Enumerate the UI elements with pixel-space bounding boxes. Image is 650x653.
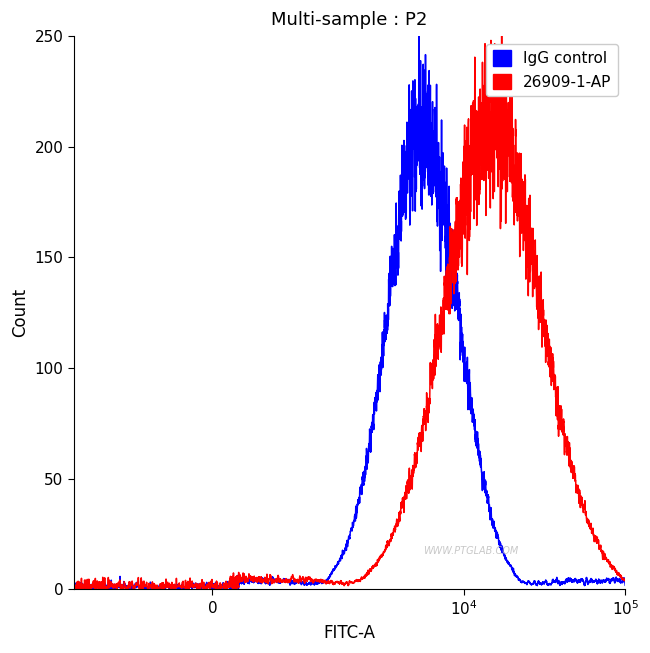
IgG control (70, 584, 78, 592)
IgG control (415, 25, 422, 33)
X-axis label: FITC-A: FITC-A (324, 624, 376, 642)
26909-1-AP (229, 585, 237, 593)
Text: WWW.PTGLAB.COM: WWW.PTGLAB.COM (423, 545, 519, 556)
IgG control (138, 584, 146, 592)
26909-1-AP (138, 585, 146, 593)
Line: IgG control: IgG control (74, 29, 625, 589)
26909-1-AP (498, 22, 506, 30)
Line: 26909-1-AP: 26909-1-AP (74, 26, 625, 589)
26909-1-AP (246, 573, 254, 581)
26909-1-AP (621, 577, 629, 584)
IgG control (332, 564, 340, 571)
Legend: IgG control, 26909-1-AP: IgG control, 26909-1-AP (486, 44, 618, 96)
26909-1-AP (562, 438, 569, 445)
26909-1-AP (284, 576, 292, 584)
26909-1-AP (572, 483, 580, 491)
Title: Multi-sample : P2: Multi-sample : P2 (272, 11, 428, 29)
IgG control (572, 577, 580, 585)
IgG control (562, 577, 569, 584)
IgG control (88, 585, 96, 593)
26909-1-AP (332, 579, 340, 586)
IgG control (284, 577, 292, 584)
Y-axis label: Count: Count (11, 288, 29, 338)
26909-1-AP (70, 581, 78, 589)
IgG control (621, 581, 629, 589)
IgG control (246, 577, 254, 585)
